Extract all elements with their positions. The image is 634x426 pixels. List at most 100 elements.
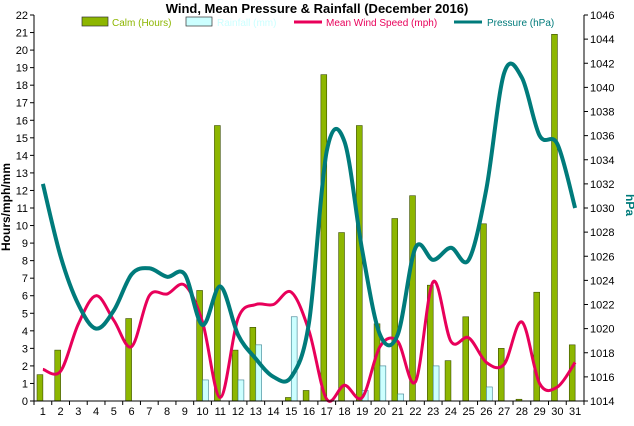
line-mean-wind-speed bbox=[42, 280, 577, 403]
bar-calm-day-19 bbox=[356, 125, 363, 402]
y2-tick-label-1026: 1026 bbox=[590, 251, 614, 263]
bar-calm-day-6 bbox=[125, 318, 132, 402]
x-tick-label-18: 18 bbox=[338, 406, 350, 418]
x-tick-label-29: 29 bbox=[534, 406, 546, 418]
y-tick-label-6: 6 bbox=[22, 291, 28, 303]
y-tick-label-9: 9 bbox=[22, 238, 28, 250]
y-tick-label-4: 4 bbox=[22, 326, 28, 338]
y2-axis-title: hPa bbox=[623, 194, 634, 216]
bar-rainfall-day-10 bbox=[202, 379, 209, 402]
x-tick-label-28: 28 bbox=[516, 406, 528, 418]
bar-calm-day-21 bbox=[391, 218, 399, 402]
x-tick-label-26: 26 bbox=[480, 406, 492, 418]
y2-tick-label-1038: 1038 bbox=[590, 107, 614, 119]
y-tick-label-10: 10 bbox=[16, 221, 28, 233]
x-tick-label-1: 1 bbox=[40, 406, 46, 418]
legend-item-1-swatch bbox=[81, 16, 109, 27]
x-tick-label-11: 11 bbox=[215, 406, 226, 418]
legend-item-2-swatch bbox=[185, 16, 213, 27]
y2-tick-label-1030: 1030 bbox=[590, 203, 614, 215]
bar-calm-day-13 bbox=[249, 327, 257, 402]
x-tick-label-5: 5 bbox=[111, 406, 117, 418]
bar-calm-day-11 bbox=[214, 125, 221, 402]
legend: Calm (Hours) Rainfall (mm) Mean Wind Speed… bbox=[81, 16, 554, 29]
y2-tick-label-1044: 1044 bbox=[590, 34, 614, 46]
bar-rainfall-day-26 bbox=[486, 386, 493, 402]
y2-tick-label-1042: 1042 bbox=[590, 58, 614, 70]
y2-tick-label-1034: 1034 bbox=[590, 155, 614, 167]
legend-item-1-label: Calm (Hours) bbox=[112, 18, 171, 29]
x-tick-label-27: 27 bbox=[498, 406, 510, 418]
y-tick-label-21: 21 bbox=[16, 28, 28, 40]
x-tick-label-20: 20 bbox=[374, 406, 386, 418]
bar-calm-day-30 bbox=[551, 33, 558, 402]
y2-tick-label-1040: 1040 bbox=[590, 82, 614, 94]
bar-calm-day-25 bbox=[462, 316, 469, 402]
y2-tick-label-1036: 1036 bbox=[590, 131, 614, 143]
y-tick-label-19: 19 bbox=[16, 63, 28, 75]
bar-calm-day-26 bbox=[480, 223, 487, 402]
x-tick-label-3: 3 bbox=[75, 406, 81, 418]
y-tick-label-22: 22 bbox=[16, 10, 28, 22]
bar-calm-day-24 bbox=[444, 360, 452, 402]
x-tick-label-19: 19 bbox=[356, 406, 368, 418]
x-tick-label-10: 10 bbox=[196, 406, 208, 418]
y-tick-label-18: 18 bbox=[16, 80, 28, 92]
legend-item-3-label: Mean Wind Speed (mph) bbox=[326, 18, 437, 29]
bar-rainfall-day-20 bbox=[379, 365, 387, 402]
x-tick-label-9: 9 bbox=[182, 406, 188, 418]
bar-calm-day-27 bbox=[498, 348, 505, 402]
y-tick-label-5: 5 bbox=[22, 308, 28, 320]
y2-tick-label-1018: 1018 bbox=[590, 348, 614, 360]
bar-rainfall-day-15 bbox=[290, 316, 298, 402]
y2-tick-label-1014: 1014 bbox=[590, 396, 614, 408]
x-tick-label-13: 13 bbox=[250, 406, 262, 418]
x-tick-label-31: 31 bbox=[569, 406, 581, 418]
y-tick-label-17: 17 bbox=[16, 98, 28, 110]
y-tick-label-8: 8 bbox=[22, 256, 28, 268]
x-tick-label-30: 30 bbox=[551, 406, 563, 418]
x-tick-label-22: 22 bbox=[409, 406, 421, 418]
y-tick-label-16: 16 bbox=[16, 115, 28, 127]
x-tick-label-24: 24 bbox=[445, 406, 457, 418]
y-tick-label-7: 7 bbox=[22, 273, 28, 285]
y-tick-label-2: 2 bbox=[22, 361, 28, 373]
y-axis-title: Hours/mph/mm bbox=[0, 163, 13, 251]
y-tick-label-12: 12 bbox=[16, 185, 28, 197]
legend-item-2-label: Rainfall (mm) bbox=[217, 18, 276, 29]
y-tick-label-11: 11 bbox=[17, 203, 28, 215]
y2-tick-label-1046: 1046 bbox=[590, 10, 614, 22]
x-tick-label-16: 16 bbox=[303, 406, 315, 418]
y-tick-label-13: 13 bbox=[16, 168, 28, 180]
legend-item-4-label: Pressure (hPa) bbox=[487, 18, 554, 29]
y2-tick-label-1028: 1028 bbox=[590, 227, 614, 239]
x-tick-label-25: 25 bbox=[463, 406, 475, 418]
bar-rainfall-day-23 bbox=[432, 365, 440, 402]
y-tick-label-0: 0 bbox=[22, 396, 28, 408]
bar-calm-day-18 bbox=[338, 232, 345, 402]
y-tick-label-15: 15 bbox=[16, 133, 28, 145]
x-tick-label-21: 21 bbox=[392, 406, 404, 418]
y-tick-label-1: 1 bbox=[22, 378, 28, 390]
x-tick-label-15: 15 bbox=[285, 406, 297, 418]
bar-rainfall-day-21 bbox=[397, 393, 404, 402]
x-tick-label-8: 8 bbox=[164, 406, 170, 418]
bar-calm-day-12 bbox=[231, 349, 239, 402]
y-tick-label-3: 3 bbox=[22, 343, 28, 355]
bar-rainfall-day-13 bbox=[255, 344, 262, 402]
x-tick-label-2: 2 bbox=[58, 406, 64, 418]
x-tick-label-6: 6 bbox=[129, 406, 135, 418]
y2-tick-label-1022: 1022 bbox=[590, 300, 614, 312]
x-tick-label-17: 17 bbox=[321, 406, 333, 418]
x-tick-label-23: 23 bbox=[427, 406, 439, 418]
y-tick-label-14: 14 bbox=[16, 150, 28, 162]
y2-tick-label-1032: 1032 bbox=[590, 179, 614, 191]
bar-calm-day-1 bbox=[36, 374, 44, 402]
bar-calm-day-17 bbox=[320, 74, 328, 402]
x-tick-label-7: 7 bbox=[146, 406, 152, 418]
y2-tick-label-1020: 1020 bbox=[590, 324, 614, 336]
bar-calm-day-15 bbox=[285, 397, 292, 402]
x-tick-label-12: 12 bbox=[232, 406, 244, 418]
